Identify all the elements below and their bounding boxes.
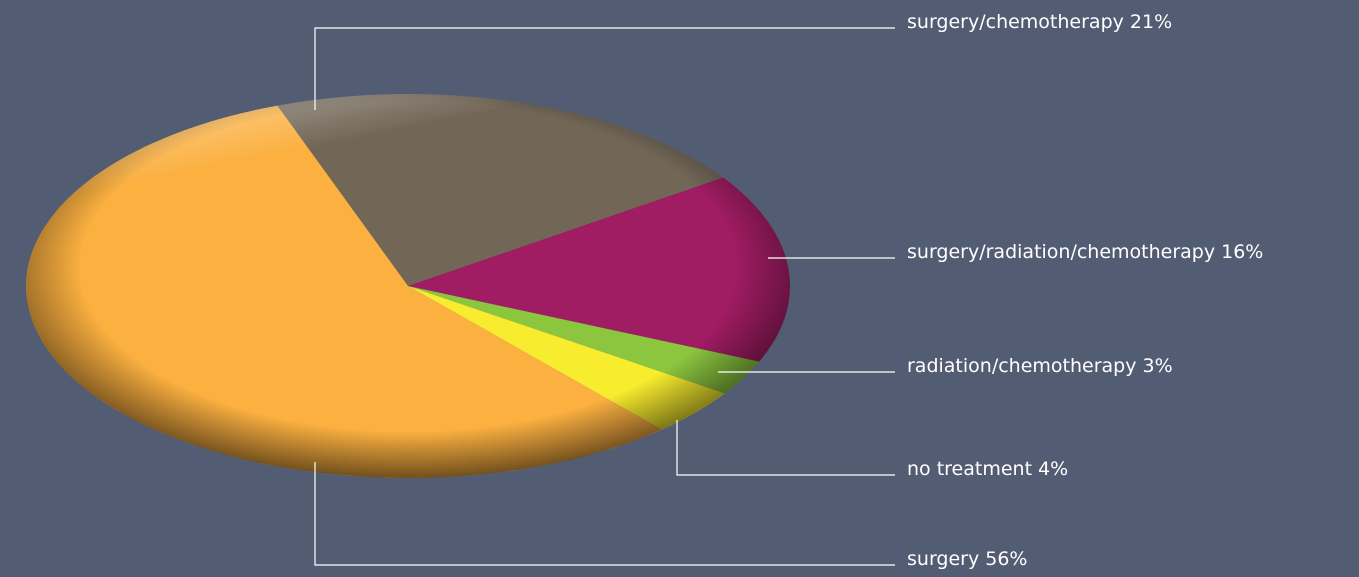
slice-value: 3% [1142,355,1172,377]
slice-label: no treatment 4% [907,458,1068,480]
slice-name: radiation/chemotherapy [907,355,1136,377]
slice-label: radiation/chemotherapy 3% [907,355,1173,377]
slice-value: 16% [1221,241,1263,263]
slice-label: surgery/radiation/chemotherapy 16% [907,241,1263,263]
pie [25,94,790,479]
slice-value: 21% [1130,11,1172,33]
labels: surgery/chemotherapy 21% surgery/radiation… [314,11,1263,570]
slice-value: 56% [985,548,1027,570]
slice-name: surgery/radiation/chemotherapy [907,241,1215,263]
slice-value: 4% [1038,458,1068,480]
leader-line [676,420,895,476]
leader-line [314,462,895,566]
leader-line [314,27,895,110]
slice-name: surgery [907,548,979,570]
slice-label: surgery/chemotherapy 21% [907,11,1172,33]
slice-name: surgery/chemotherapy [907,11,1124,33]
slice-name: no treatment [907,458,1032,480]
slice-label: surgery 56% [907,548,1027,570]
